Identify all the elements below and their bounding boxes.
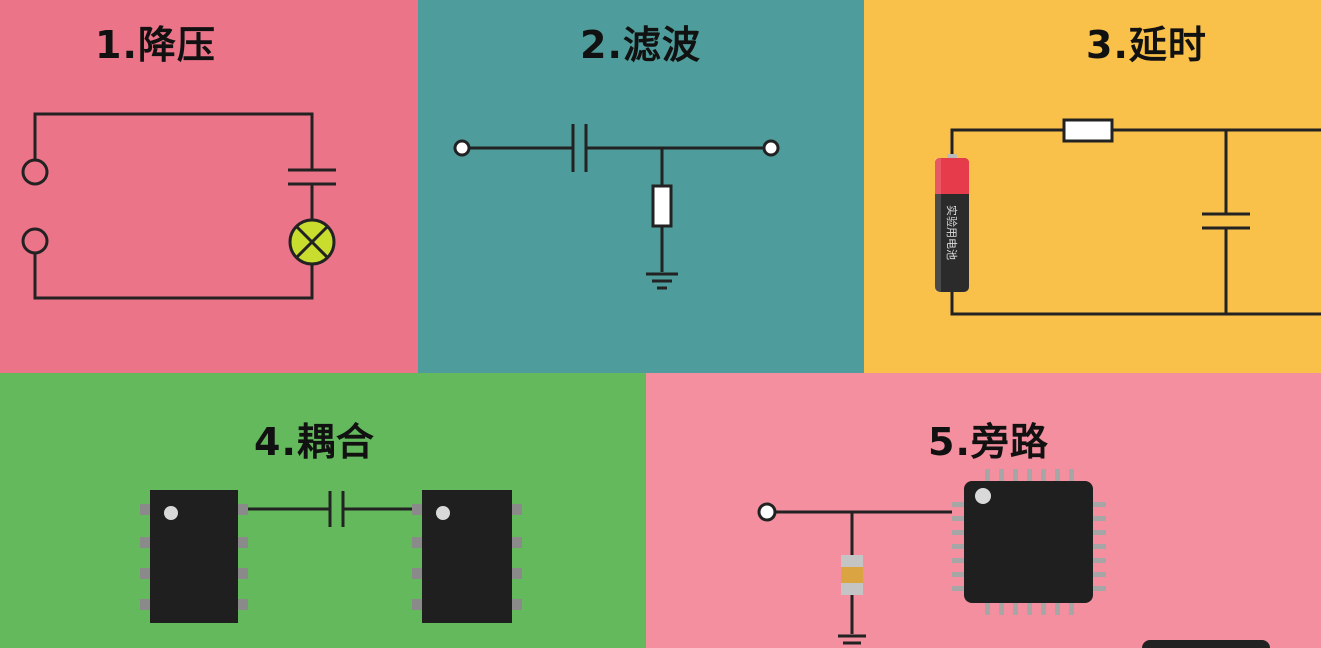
panel-title-step-down: 1.降压 xyxy=(95,23,216,67)
battery-icon xyxy=(935,154,969,292)
panel-title-bypass: 5.旁路 xyxy=(928,420,1049,464)
wire-battery-to-resistor xyxy=(950,128,1064,160)
panel-delay: 3.延时 实验用电池 xyxy=(864,0,1321,373)
chip-left xyxy=(140,490,248,623)
resistor xyxy=(651,184,673,228)
bypass-circuit xyxy=(757,469,1106,645)
panel-title-delay: 3.延时 xyxy=(1086,23,1207,67)
input-terminal xyxy=(757,502,777,522)
coupling-circuit xyxy=(140,490,522,623)
filter-circuit xyxy=(453,124,780,290)
panel-coupling: 4.耦合 xyxy=(0,373,646,648)
wire-bottom xyxy=(33,253,314,300)
ground-icon xyxy=(838,634,866,645)
terminal-bottom xyxy=(21,227,49,255)
output-terminal xyxy=(762,139,780,157)
panel-step-down: 1.降压 xyxy=(0,0,418,373)
video-overlay-bar xyxy=(1142,640,1270,648)
panel-title-coupling: 4.耦合 xyxy=(254,420,375,464)
wire-top xyxy=(33,112,314,170)
wire-bottom xyxy=(950,290,1321,316)
qfp-chip xyxy=(952,469,1106,615)
panel-bypass: 5.旁路 xyxy=(646,373,1321,648)
terminal-top xyxy=(21,158,49,186)
input-terminal xyxy=(453,139,471,157)
lamp-icon xyxy=(288,218,336,266)
resistor xyxy=(1062,118,1114,143)
battery-label: 实验用电池 xyxy=(945,205,959,260)
chip-right xyxy=(412,490,522,623)
panel-title-filter: 2.滤波 xyxy=(580,23,701,67)
smd-capacitor xyxy=(841,555,863,595)
ground-icon xyxy=(646,272,678,290)
pin1-marker xyxy=(164,506,178,520)
delay-circuit: 实验用电池 xyxy=(935,118,1321,316)
pin1-marker xyxy=(975,488,991,504)
panel-filter: 2.滤波 xyxy=(418,0,864,373)
step-down-circuit xyxy=(21,112,336,300)
pin1-marker xyxy=(436,506,450,520)
